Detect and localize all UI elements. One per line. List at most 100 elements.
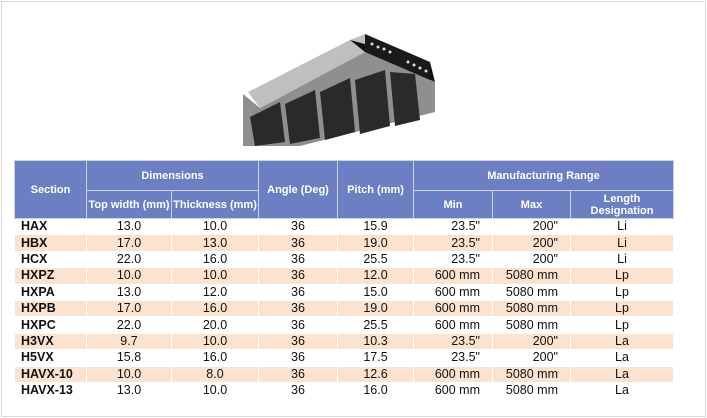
header-cell: Length Designation xyxy=(570,190,674,219)
table-cell: HAVX-13 xyxy=(14,381,87,400)
table-cell: 12.0 xyxy=(171,283,259,301)
table-cell: 23.5" xyxy=(413,332,493,351)
table-cell: 17.0 xyxy=(86,299,172,318)
table-cell: 600 mm xyxy=(413,299,493,318)
table-cell: Lp xyxy=(570,316,674,334)
header-cell: Top width (mm) xyxy=(86,190,172,219)
table-cell: 17.0 xyxy=(86,234,172,252)
table-cell: H3VX xyxy=(14,332,87,351)
table-row: HAVX-10 10.0 8.0 36 12.6 600 mm 5080 mm La xyxy=(14,365,674,383)
table-cell: 5080 mm xyxy=(492,283,571,301)
table-cell: 36 xyxy=(258,381,338,400)
belt-table: Section Dimensions Angle (Deg) Pitch (mm… xyxy=(14,160,674,400)
table-cell: 23.5" xyxy=(413,250,493,269)
table-cell: 36 xyxy=(258,316,338,334)
table-cell: 200" xyxy=(492,349,571,367)
table-cell: HXPB xyxy=(14,299,87,318)
table-cell: 600 mm xyxy=(413,365,493,383)
table-cell: Lp xyxy=(570,267,674,285)
header-cell: Section xyxy=(14,160,87,219)
table-cell: 5080 mm xyxy=(492,316,571,334)
table-cell: 13.0 xyxy=(86,381,172,400)
table-row: HAX 13.0 10.0 36 15.9 23.5" 200" Li xyxy=(14,217,674,236)
table-cell: 200" xyxy=(492,217,571,236)
table-cell: 10.0 xyxy=(171,381,259,400)
table-row: HXPA 13.0 12.0 36 15.0 600 mm 5080 mm Lp xyxy=(14,283,674,301)
table-cell: 36 xyxy=(258,299,338,318)
table-cell: 15.8 xyxy=(86,349,172,367)
table-cell: 23.5" xyxy=(413,349,493,367)
table-cell: 36 xyxy=(258,283,338,301)
table-cell: 17.5 xyxy=(337,349,414,367)
table-cell: 200" xyxy=(492,234,571,252)
table-cell: 36 xyxy=(258,234,338,252)
table-cell: 12.0 xyxy=(337,267,414,285)
table-cell: Li xyxy=(570,250,674,269)
table-cell: 16.0 xyxy=(171,250,259,269)
table-cell: 600 mm xyxy=(413,283,493,301)
table-row: HBX 17.0 13.0 36 19.0 23.5" 200" Li xyxy=(14,234,674,252)
table-cell: 13.0 xyxy=(86,283,172,301)
table-cell: 5080 mm xyxy=(492,381,571,400)
table-row: HXPZ 10.0 10.0 36 12.0 600 mm 5080 mm Lp xyxy=(14,267,674,285)
table-row: HAVX-13 13.0 10.0 36 16.0 600 mm 5080 mm La xyxy=(14,381,674,400)
table-cell: Lp xyxy=(570,299,674,318)
table-cell: 16.0 xyxy=(337,381,414,400)
header-cell: Dimensions xyxy=(86,160,259,191)
table-cell: 5080 mm xyxy=(492,365,571,383)
table-cell: 600 mm xyxy=(413,267,493,285)
table-cell: 16.0 xyxy=(171,299,259,318)
table-cell: HAX xyxy=(14,217,87,236)
table-cell: 36 xyxy=(258,217,338,236)
table-cell: 10.0 xyxy=(171,217,259,236)
table-cell: 25.5 xyxy=(337,250,414,269)
table-cell: Lp xyxy=(570,283,674,301)
table-body: HAX 13.0 10.0 36 15.9 23.5" 200" Li HBX 17.0 13.0 3… xyxy=(14,217,674,400)
belt-image xyxy=(243,34,435,146)
table-cell: HXPA xyxy=(14,283,87,301)
table-cell: La xyxy=(570,332,674,351)
table-cell: 200" xyxy=(492,250,571,269)
table-cell: 36 xyxy=(258,365,338,383)
table-cell: HXPZ xyxy=(14,267,87,285)
table-cell: La xyxy=(570,349,674,367)
table-cell: 8.0 xyxy=(171,365,259,383)
table-cell: 13.0 xyxy=(171,234,259,252)
table-cell: 10.3 xyxy=(337,332,414,351)
table-cell: 12.6 xyxy=(337,365,414,383)
table-cell: 600 mm xyxy=(413,381,493,400)
table-cell: 10.0 xyxy=(86,267,172,285)
table-row: HCX 22.0 16.0 36 25.5 23.5" 200" Li xyxy=(14,250,674,269)
table-cell: 36 xyxy=(258,250,338,269)
table-row: H3VX 9.7 10.0 36 10.3 23.5" 200" La xyxy=(14,332,674,351)
table-cell: 10.0 xyxy=(171,332,259,351)
header-cell: Pitch (mm) xyxy=(337,160,414,219)
table-cell: HXPC xyxy=(14,316,87,334)
table-cell: 15.0 xyxy=(337,283,414,301)
table-cell: 10.0 xyxy=(86,365,172,383)
table-cell: HCX xyxy=(14,250,87,269)
table-cell: 5080 mm xyxy=(492,299,571,318)
table-cell: 9.7 xyxy=(86,332,172,351)
table-cell: Li xyxy=(570,217,674,236)
header-cell: Angle (Deg) xyxy=(258,160,338,219)
table-cell: 25.5 xyxy=(337,316,414,334)
table-cell: 36 xyxy=(258,332,338,351)
table-cell: 5080 mm xyxy=(492,267,571,285)
table-row: HXPB 17.0 16.0 36 19.0 600 mm 5080 mm Lp xyxy=(14,299,674,318)
table-cell: 600 mm xyxy=(413,316,493,334)
table-cell: 13.0 xyxy=(86,217,172,236)
header-cell: Min xyxy=(413,190,493,219)
table-cell: 20.0 xyxy=(171,316,259,334)
table-cell: 36 xyxy=(258,267,338,285)
table-cell: La xyxy=(570,381,674,400)
table-cell: HAVX-10 xyxy=(14,365,87,383)
table-cell: 23.5" xyxy=(413,234,493,252)
table-cell: H5VX xyxy=(14,349,87,367)
header-cell: Max xyxy=(492,190,571,219)
table-cell: 22.0 xyxy=(86,250,172,269)
table-cell: 15.9 xyxy=(337,217,414,236)
table-cell: 16.0 xyxy=(171,349,259,367)
table-cell: 22.0 xyxy=(86,316,172,334)
